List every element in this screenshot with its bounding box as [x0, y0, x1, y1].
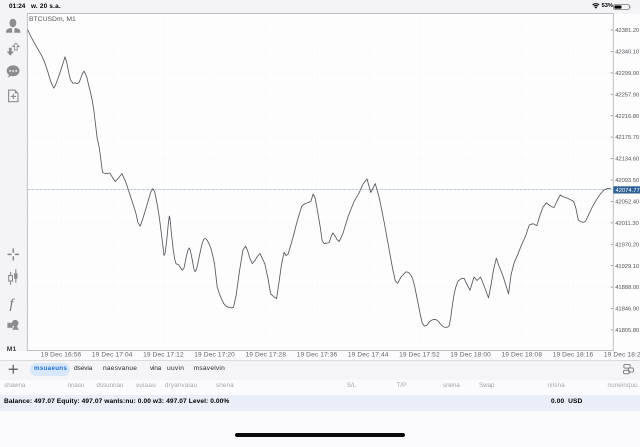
- svg-text:19 Dec 18:00: 19 Dec 18:00: [450, 352, 491, 359]
- svg-text:19 Dec 17:04: 19 Dec 17:04: [92, 352, 133, 359]
- svg-text:19 Dec 17:20: 19 Dec 17:20: [194, 352, 235, 359]
- svg-text:42381.20: 42381.20: [615, 28, 640, 34]
- svg-text:42257.90: 42257.90: [615, 92, 640, 98]
- svg-text:42340.10: 42340.10: [615, 50, 640, 56]
- svg-text:42011.30: 42011.30: [615, 221, 639, 227]
- svg-text:19 Dec 17:52: 19 Dec 17:52: [399, 352, 440, 359]
- svg-text:19 Dec 17:36: 19 Dec 17:36: [297, 352, 338, 359]
- svg-text:42093.50: 42093.50: [615, 178, 640, 184]
- svg-text:42134.60: 42134.60: [615, 157, 640, 163]
- svg-text:f: f: [10, 297, 16, 312]
- svg-text:42299.00: 42299.00: [615, 71, 640, 77]
- svg-text:BTCUSDm, M1: BTCUSDm, M1: [29, 16, 76, 23]
- svg-text:41888.00: 41888.00: [615, 285, 640, 291]
- svg-text:42052.40: 42052.40: [615, 200, 640, 206]
- svg-text:19 Dec 17:28: 19 Dec 17:28: [245, 352, 286, 359]
- svg-text:41970.20: 41970.20: [615, 242, 640, 248]
- svg-text:41929.10: 41929.10: [615, 264, 640, 270]
- svg-text:19 Dec 18:16: 19 Dec 18:16: [553, 352, 594, 359]
- svg-text:42074.77: 42074.77: [616, 188, 640, 194]
- svg-text:42175.70: 42175.70: [615, 135, 640, 141]
- svg-text:19 Dec 17:12: 19 Dec 17:12: [143, 352, 184, 359]
- svg-text:41805.80: 41805.80: [615, 328, 640, 334]
- svg-text:19 Dec 16:56: 19 Dec 16:56: [41, 352, 82, 359]
- svg-text:19 Dec 18:08: 19 Dec 18:08: [501, 352, 542, 359]
- svg-text:M1: M1: [7, 346, 17, 353]
- svg-text:42216.80: 42216.80: [615, 114, 640, 120]
- svg-text:19 Dec 18:24: 19 Dec 18:24: [604, 352, 640, 359]
- svg-text:41846.90: 41846.90: [615, 307, 640, 313]
- svg-text:19 Dec 17:44: 19 Dec 17:44: [348, 352, 389, 359]
